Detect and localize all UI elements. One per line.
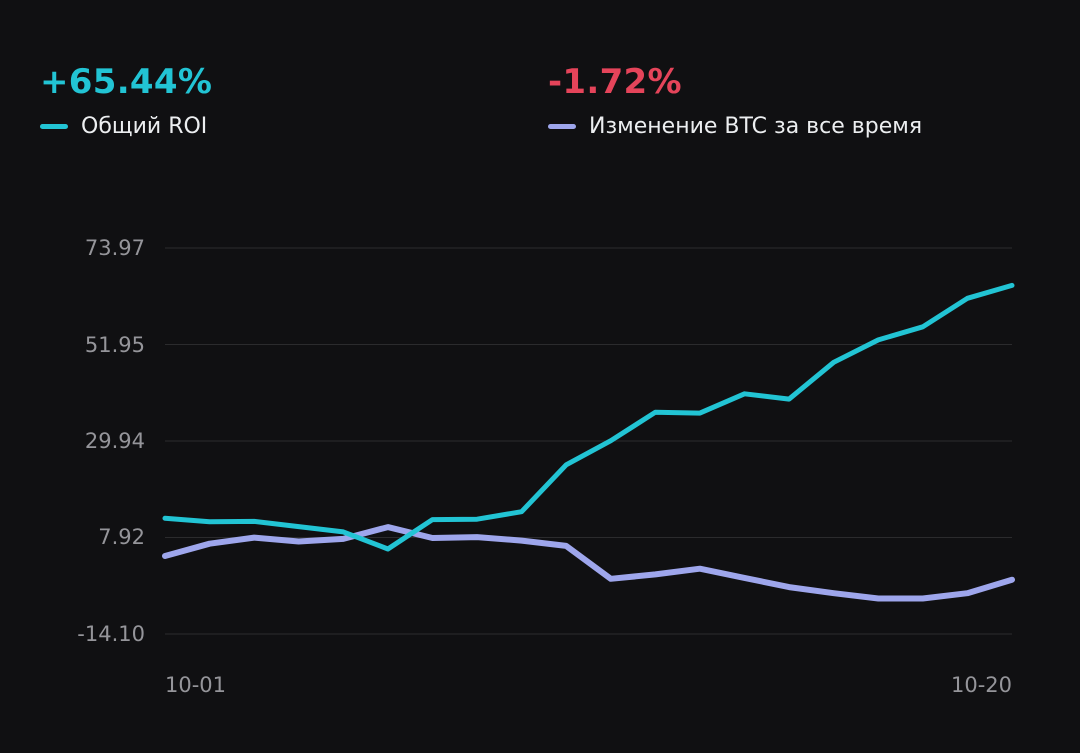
y-axis-label: -14.10 [77, 622, 145, 646]
btc-legend-label: Изменение BTC за все время [589, 114, 923, 140]
roi-summary: +65.44% Общий ROI [40, 62, 213, 139]
btc-legend: Изменение BTC за все время [548, 114, 922, 139]
btc-value: -1.72% [548, 62, 682, 102]
roi-value: +65.44% [40, 62, 213, 102]
y-axis-label: 73.97 [84, 236, 145, 260]
y-axis-label: 7.92 [98, 525, 145, 550]
btc-legend-dash [548, 124, 576, 130]
roi-legend-dash [40, 124, 68, 130]
x-axis-label-start: 10-01 [165, 673, 227, 697]
btc-summary: -1.72% Изменение BTC за все время [548, 62, 922, 139]
x-axis-label-end: 10-20 [950, 673, 1012, 697]
series-line-0 [162, 282, 1015, 552]
roi-legend-label: Общий ROI [81, 114, 208, 140]
y-axis-label: 51.95 [84, 332, 145, 357]
y-axis-label: 29.94 [84, 428, 145, 453]
roi-legend: Общий ROI [40, 114, 212, 139]
series-line-1 [162, 524, 1015, 602]
